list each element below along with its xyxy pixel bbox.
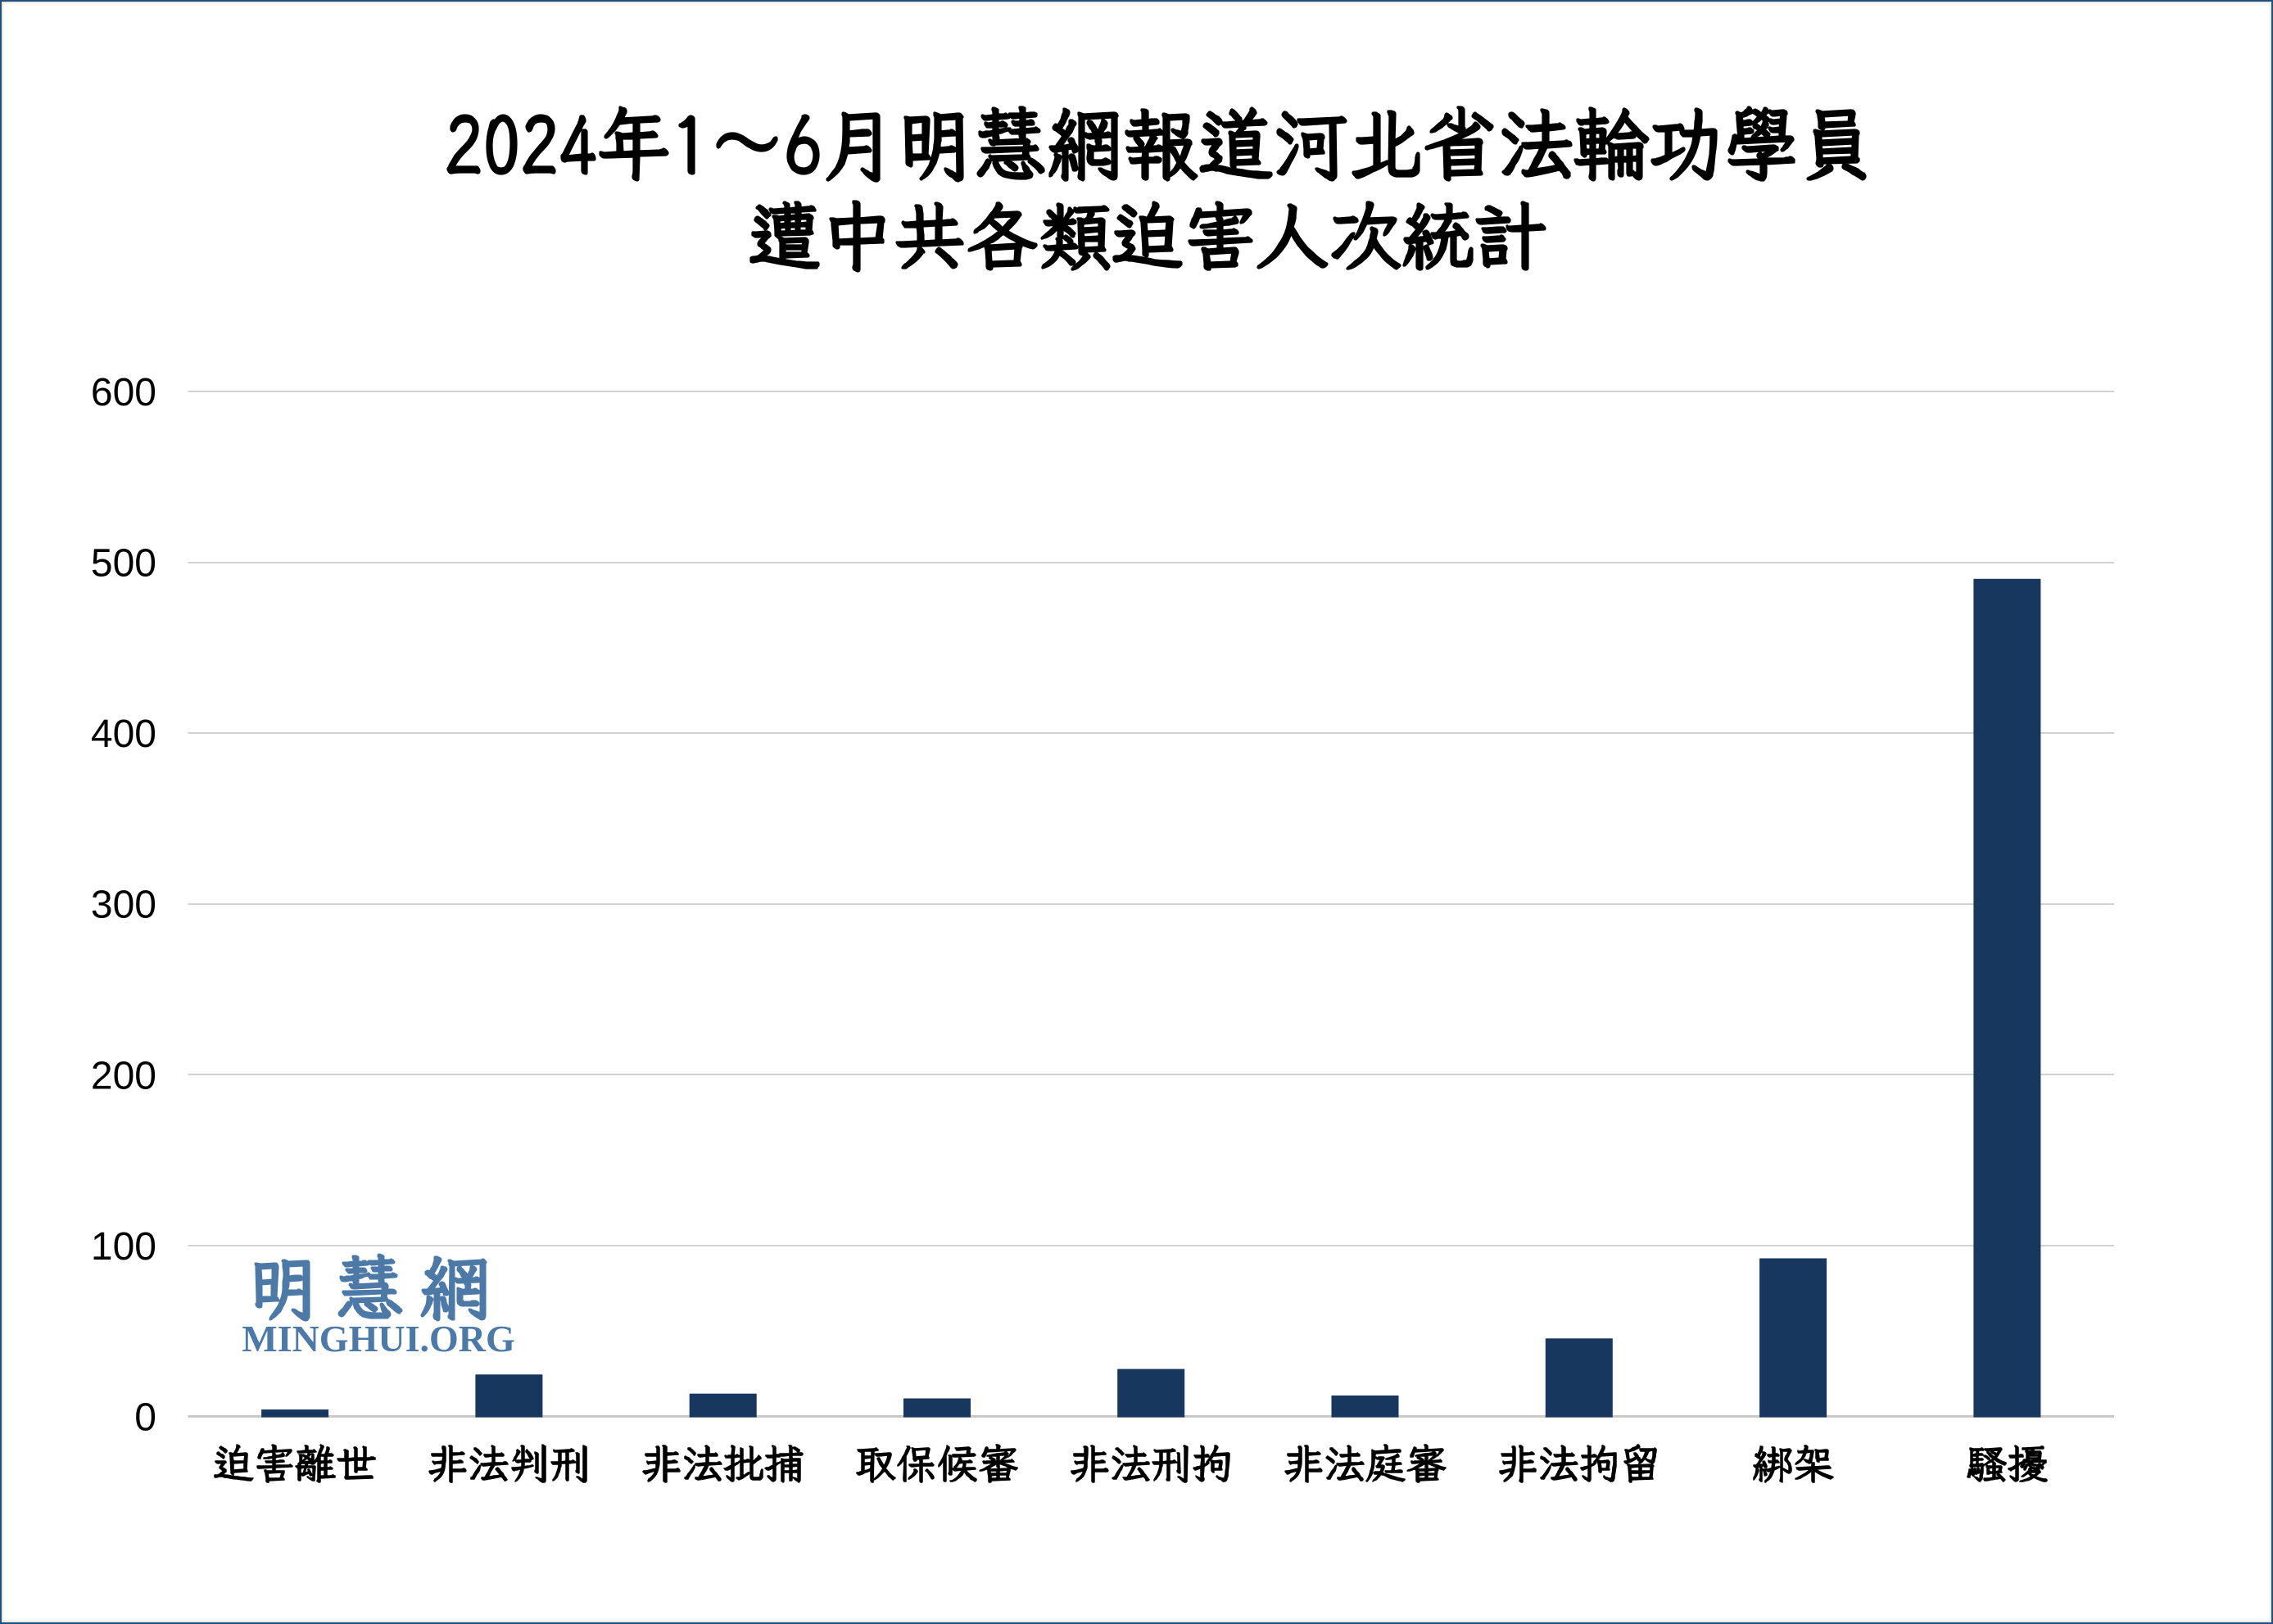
svg-text:500: 500 (91, 542, 156, 586)
svg-text:300: 300 (91, 884, 156, 927)
svg-text:400: 400 (91, 712, 156, 756)
svg-text:100: 100 (91, 1225, 156, 1269)
svg-text:0: 0 (134, 1396, 156, 1439)
svg-text:600: 600 (91, 371, 156, 414)
svg-text:MINGHUI.ORG: MINGHUI.ORG (242, 1318, 515, 1359)
svg-text:200: 200 (91, 1054, 156, 1097)
